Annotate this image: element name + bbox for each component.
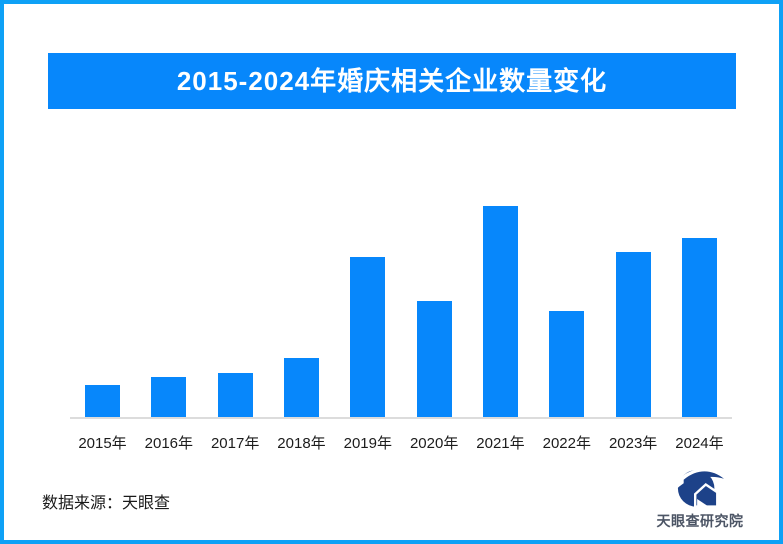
x-tick-label: 2017年 xyxy=(210,435,260,452)
bar-group-2021年: 2021年 xyxy=(476,190,525,452)
bar-group-2022年: 2022年 xyxy=(543,190,591,452)
tianyancha-logo-icon xyxy=(676,468,724,508)
data-source-label: 数据来源：天眼查 xyxy=(42,495,171,512)
x-tick-label: 2016年 xyxy=(144,435,194,452)
bar-2018年 xyxy=(283,358,319,417)
bar-group-2023年: 2023年 xyxy=(609,190,657,452)
bar-2020年 xyxy=(416,301,452,417)
bar-2019年 xyxy=(350,257,386,417)
chart-title: 2015-2024年婚庆相关企业数量变化 xyxy=(176,66,608,96)
x-tick-label: 2021年 xyxy=(476,435,525,452)
bar-group-2018年: 2018年 xyxy=(277,190,326,452)
bar-2015年 xyxy=(85,385,120,417)
bar-2023年 xyxy=(615,252,651,417)
bar-group-2019年: 2019年 xyxy=(344,190,392,452)
x-tick-label: 2019年 xyxy=(343,435,392,452)
x-tick-label: 2024年 xyxy=(675,435,724,452)
bar-chart: 2015年 2016年 2017年 2018年 2019年 2020年 2021年 2022年… xyxy=(70,190,732,452)
bar-2016年 xyxy=(151,377,187,417)
bar-group-2020年: 2020年 xyxy=(410,190,458,452)
bar-group-2017年: 2017年 xyxy=(211,190,259,452)
logo: 天眼查研究院 xyxy=(655,462,745,531)
x-tick-label: 2022年 xyxy=(542,435,591,452)
bar-2024年 xyxy=(681,238,717,417)
x-tick-label: 2020年 xyxy=(409,435,459,452)
bar-group-2015年: 2015年 xyxy=(78,190,127,452)
logo-text: 天眼查研究院 xyxy=(656,513,744,529)
bar-group-2024年: 2024年 xyxy=(675,190,724,452)
bar-2021年 xyxy=(482,206,518,417)
bar-2017年 xyxy=(217,373,253,417)
x-tick-label: 2015年 xyxy=(78,435,127,452)
x-tick-label: 2018年 xyxy=(277,435,326,452)
chart-title-banner: 2015-2024年婚庆相关企业数量变化 xyxy=(48,53,736,109)
bar-2022年 xyxy=(549,311,585,417)
x-tick-label: 2023年 xyxy=(608,435,658,452)
bar-group-2016年: 2016年 xyxy=(145,190,193,452)
